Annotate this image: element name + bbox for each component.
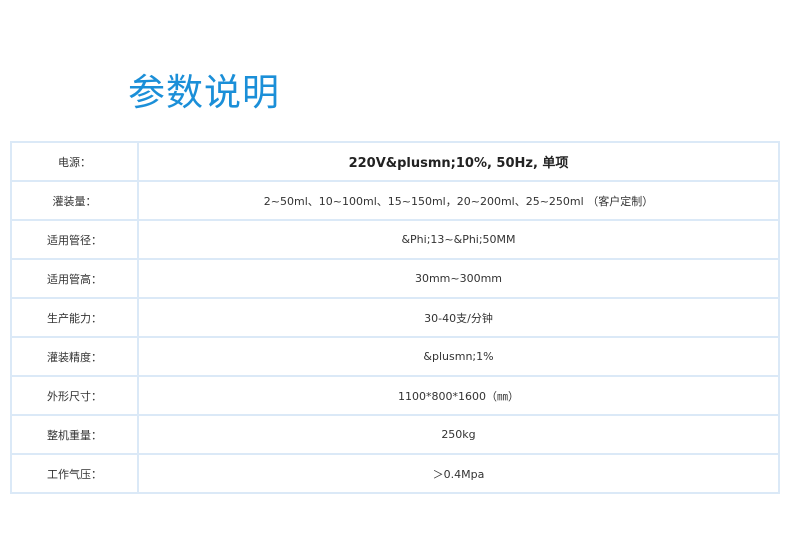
table-row: 灌装精度： &plusmn;1% <box>10 336 780 377</box>
spec-value: 1100*800*1600（㎜） <box>137 375 780 416</box>
spec-value: &Phi;13~&Phi;50MM <box>137 219 780 260</box>
spec-value: 30mm~300mm <box>137 258 780 299</box>
page-title: 参数说明 <box>128 71 280 114</box>
spec-value: &plusmn;1% <box>137 336 780 377</box>
spec-label: 灌装精度： <box>10 336 139 377</box>
table-row: 适用管径： &Phi;13~&Phi;50MM <box>10 219 780 260</box>
spec-value: 220V&plusmn;10%, 50Hz, 单项 <box>137 141 780 182</box>
spec-table: 电源： 220V&plusmn;10%, 50Hz, 单项 灌装量： 2~50ml、1… <box>10 141 780 494</box>
table-row: 适用管高： 30mm~300mm <box>10 258 780 299</box>
spec-label: 适用管高： <box>10 258 139 299</box>
spec-label: 灌装量： <box>10 180 139 221</box>
table-row: 整机重量： 250kg <box>10 414 780 455</box>
table-row: 工作气压： ＞0.4Mpa <box>10 453 780 494</box>
spec-label: 外形尺寸： <box>10 375 139 416</box>
spec-label: 适用管径： <box>10 219 139 260</box>
spec-value: ＞0.4Mpa <box>137 453 780 494</box>
spec-value: 2~50ml、10~100ml、15~150ml，20~200ml、25~250… <box>137 180 780 221</box>
spec-label: 生产能力： <box>10 297 139 338</box>
spec-value: 250kg <box>137 414 780 455</box>
spec-label: 电源： <box>10 141 139 182</box>
table-row: 灌装量： 2~50ml、10~100ml、15~150ml，20~200ml、25… <box>10 180 780 221</box>
table-row: 电源： 220V&plusmn;10%, 50Hz, 单项 <box>10 141 780 182</box>
table-row: 外形尺寸： 1100*800*1600（㎜） <box>10 375 780 416</box>
spec-label: 工作气压： <box>10 453 139 494</box>
spec-value: 30-40支/分钟 <box>137 297 780 338</box>
spec-label: 整机重量： <box>10 414 139 455</box>
table-row: 生产能力： 30-40支/分钟 <box>10 297 780 338</box>
